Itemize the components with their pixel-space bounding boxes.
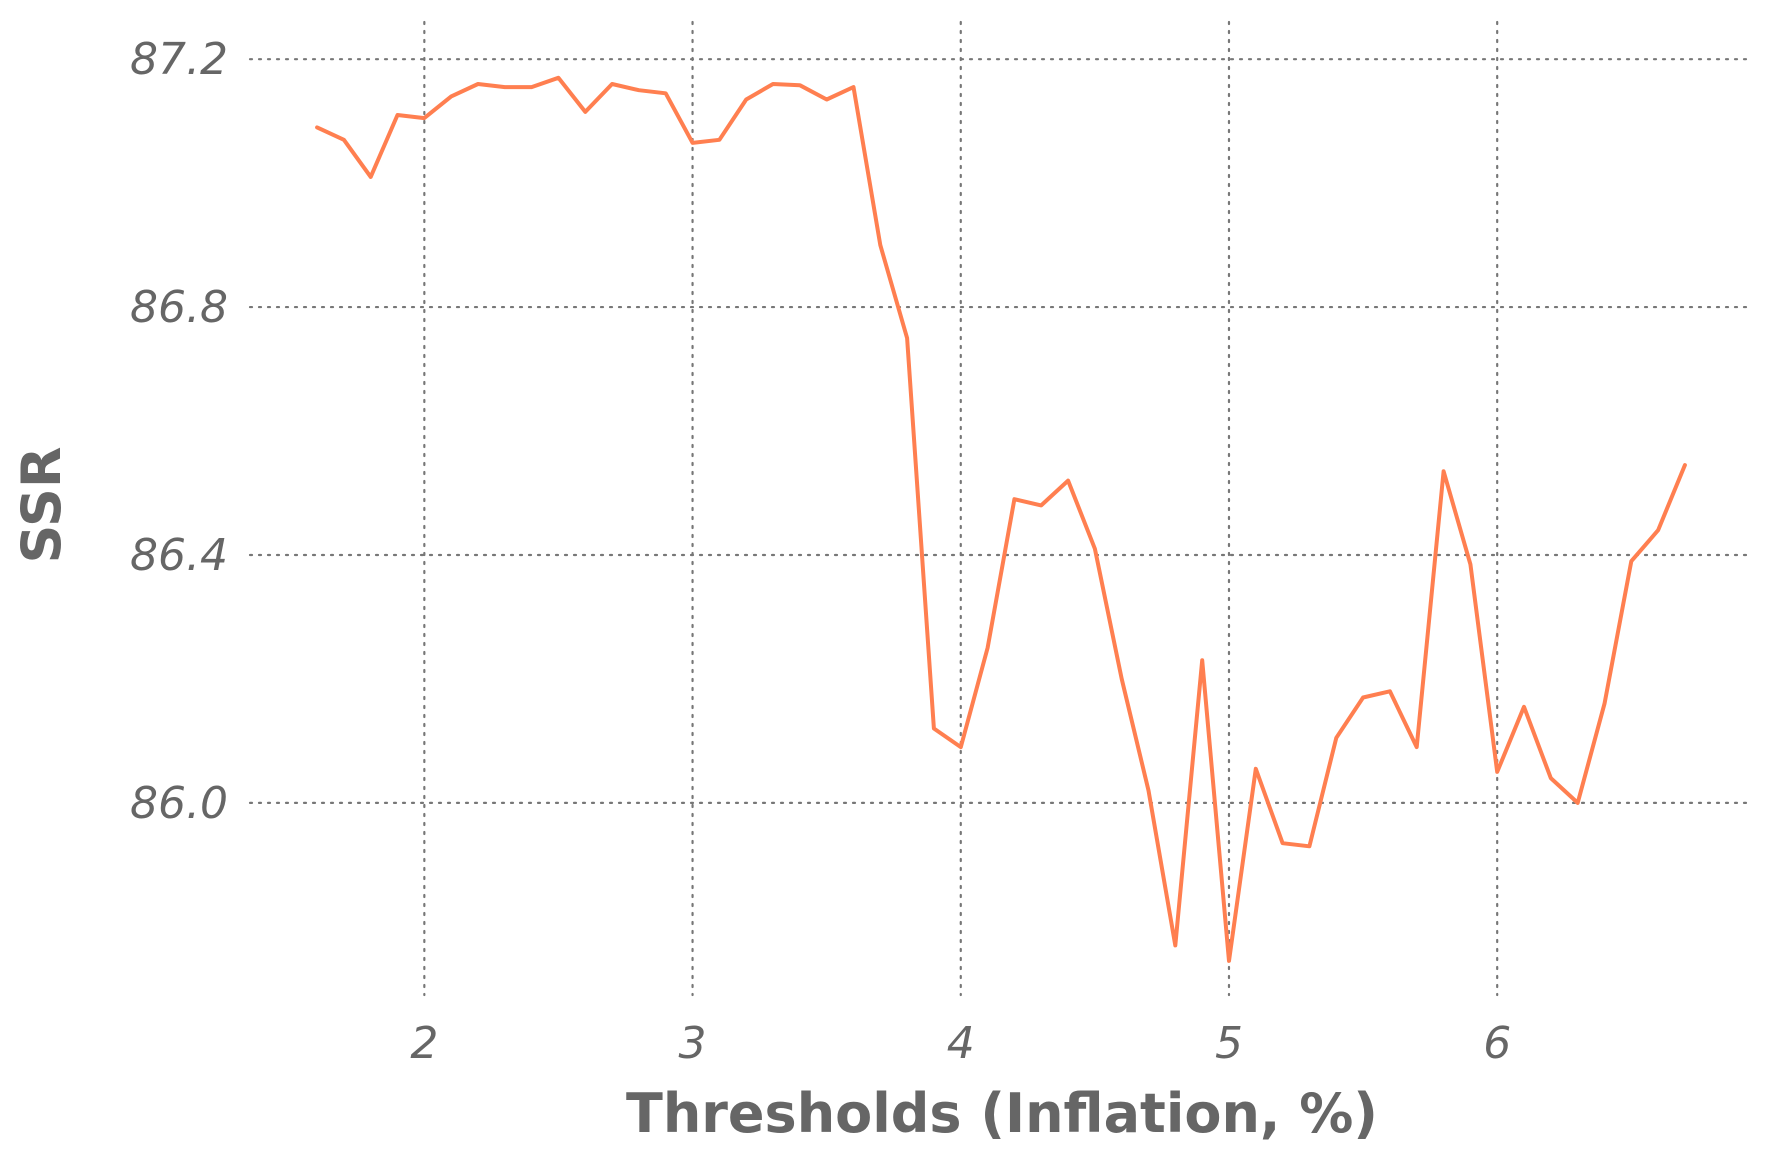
y-tick-label: 86.8 — [130, 282, 228, 333]
x-axis-title: Thresholds (Inflation, %) — [626, 1082, 1378, 1145]
y-tick-label: 87.2 — [130, 34, 228, 85]
y-tick-label: 86.4 — [130, 530, 228, 581]
y-axis-ticks: 86.0 86.4 86.8 87.2 — [130, 34, 228, 829]
x-tick-label: 6 — [1483, 1018, 1511, 1069]
x-tick-label: 5 — [1215, 1018, 1243, 1069]
x-tick-label: 3 — [679, 1018, 707, 1069]
x-axis-ticks: 2 3 4 5 6 — [410, 1018, 1511, 1069]
series-layer — [315, 75, 1687, 963]
y-tick-label: 86.0 — [130, 778, 228, 829]
y-axis-title: SSR — [10, 447, 73, 564]
grid — [248, 20, 1754, 997]
series-line — [315, 75, 1687, 963]
x-tick-label: 4 — [947, 1018, 975, 1069]
x-tick-label: 2 — [410, 1018, 438, 1069]
